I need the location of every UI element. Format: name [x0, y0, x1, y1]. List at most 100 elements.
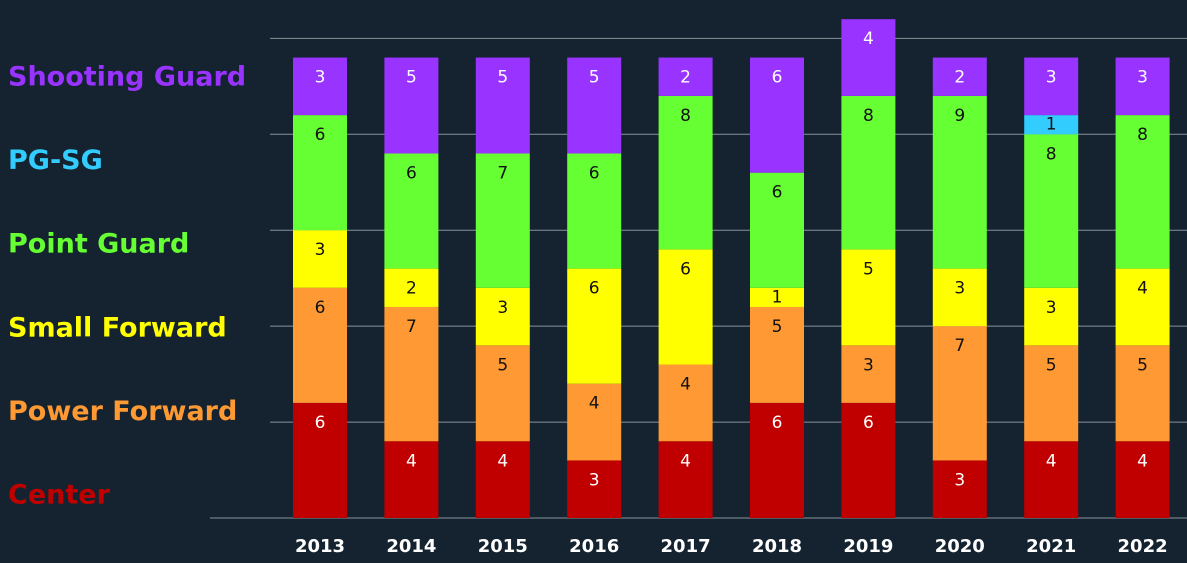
value-label: 3	[1046, 68, 1057, 88]
legend-label: PG-SG	[8, 145, 103, 176]
value-label: 5	[497, 68, 508, 88]
value-label: 5	[772, 317, 783, 337]
bar-segment	[475, 153, 530, 288]
bar-segment	[1024, 134, 1079, 288]
value-label: 2	[954, 68, 965, 88]
value-label: 1	[772, 287, 783, 307]
bar-segment	[384, 441, 439, 518]
value-label: 4	[497, 451, 508, 471]
bar-segment	[293, 287, 347, 403]
bar-segment	[567, 57, 622, 154]
value-label: 3	[863, 355, 874, 375]
value-label: 4	[1137, 451, 1148, 471]
value-label: 8	[1046, 144, 1057, 164]
value-label: 5	[1137, 355, 1148, 375]
bar-segment	[384, 306, 439, 442]
value-label: 6	[680, 259, 691, 279]
value-label: 5	[1046, 355, 1057, 375]
value-label: 6	[315, 413, 326, 433]
value-label: 3	[315, 240, 326, 260]
bar-segment	[932, 95, 987, 269]
bar-segment	[293, 402, 347, 518]
bar-segment	[932, 326, 987, 461]
bar-segment	[567, 460, 622, 518]
x-tick-label: 2018	[752, 536, 802, 557]
bar-segment	[1115, 57, 1170, 116]
bar-segment	[1115, 268, 1170, 346]
bar-segment	[293, 230, 347, 288]
bar-segment	[475, 287, 530, 346]
bar-segment	[750, 57, 804, 173]
value-label: 2	[406, 279, 417, 299]
bar-segment	[1024, 345, 1079, 442]
bar-segment	[1024, 441, 1079, 518]
bar-segment	[658, 441, 713, 518]
legend-label: Power Forward	[8, 396, 237, 427]
value-label: 4	[406, 451, 417, 471]
value-label: 3	[315, 68, 326, 88]
bar-segment	[658, 364, 713, 442]
value-label: 2	[680, 68, 691, 88]
bar-segment	[293, 57, 347, 116]
x-tick-label: 2014	[386, 536, 436, 557]
value-label: 6	[772, 413, 783, 433]
bar-segment	[932, 57, 987, 96]
value-label: 4	[1137, 279, 1148, 299]
value-label: 4	[1046, 451, 1057, 471]
bar-segment	[567, 383, 622, 461]
x-tick-label: 2015	[478, 536, 528, 557]
bar-segment	[567, 153, 622, 269]
x-tick-label: 2013	[295, 536, 345, 557]
x-tick-label: 2020	[935, 536, 985, 557]
value-label: 6	[772, 68, 783, 88]
value-label: 3	[954, 279, 965, 299]
value-label: 8	[680, 106, 691, 126]
value-label: 6	[589, 279, 600, 299]
value-label: 7	[497, 163, 508, 183]
bar-segment	[750, 306, 804, 403]
value-label: 4	[680, 451, 691, 471]
value-label: 6	[315, 125, 326, 145]
bar-segment	[567, 268, 622, 384]
value-label: 3	[1046, 298, 1057, 318]
bar-segment	[384, 268, 439, 307]
bar-segment	[658, 249, 713, 365]
value-label: 6	[406, 163, 417, 183]
bar-segment	[475, 441, 530, 518]
bar-segment	[841, 95, 896, 250]
x-tick-label: 2019	[843, 536, 893, 557]
bar-segment	[1115, 115, 1170, 269]
bar-segment	[1115, 441, 1170, 518]
value-label: 9	[954, 106, 965, 126]
bar-segment	[1024, 287, 1079, 346]
value-label: 8	[863, 106, 874, 126]
bar-segment	[658, 57, 713, 96]
bar-segment	[841, 19, 896, 96]
value-label: 6	[589, 163, 600, 183]
x-tick-label: 2017	[661, 536, 711, 557]
bar-segment	[658, 95, 713, 250]
bar-segment	[750, 402, 804, 518]
value-label: 4	[863, 29, 874, 49]
value-label: 3	[1137, 68, 1148, 88]
bar-segment	[384, 153, 439, 269]
bar-segment	[841, 345, 896, 403]
bar-segment	[1024, 115, 1079, 135]
legend-label: Point Guard	[8, 229, 189, 260]
value-label: 7	[406, 317, 417, 337]
bar-segment	[932, 460, 987, 518]
bar-segment	[750, 172, 804, 288]
bar-segment	[475, 345, 530, 442]
x-tick-label: 2022	[1118, 536, 1168, 557]
value-label: 6	[863, 413, 874, 433]
bar-segment	[841, 402, 896, 518]
bar-segment	[475, 57, 530, 154]
value-label: 6	[772, 183, 783, 203]
bar-segment	[1024, 57, 1079, 116]
legend-label: Small Forward	[8, 312, 227, 343]
value-label: 1	[1046, 115, 1057, 135]
bar-segment	[932, 268, 987, 327]
x-tick-label: 2016	[569, 536, 619, 557]
